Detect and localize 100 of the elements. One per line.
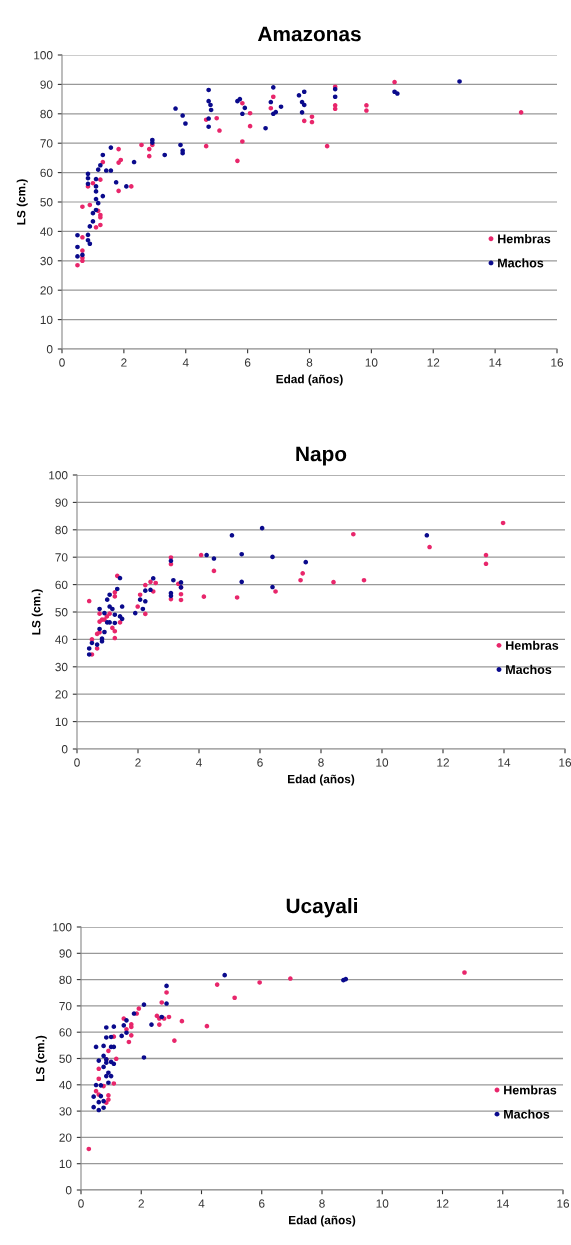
point bbox=[139, 142, 144, 148]
point bbox=[273, 589, 278, 594]
y-tick-label: 0 bbox=[46, 345, 53, 354]
point bbox=[98, 177, 103, 182]
x-tick-label: 6 bbox=[257, 758, 263, 767]
y-tick-label: 50 bbox=[40, 198, 53, 207]
y-tick-label: 100 bbox=[49, 471, 68, 480]
point bbox=[143, 599, 148, 604]
point bbox=[364, 108, 369, 113]
point bbox=[93, 1044, 99, 1050]
point bbox=[87, 202, 93, 208]
point bbox=[239, 551, 244, 557]
point bbox=[136, 1006, 142, 1011]
x-tick-label: 8 bbox=[318, 758, 324, 767]
point bbox=[104, 1025, 109, 1030]
y-tick-label: 50 bbox=[59, 1054, 72, 1063]
point bbox=[217, 128, 222, 133]
y-tick-label: 30 bbox=[40, 256, 53, 266]
point bbox=[166, 1014, 172, 1020]
y-tick-label: 80 bbox=[55, 525, 68, 535]
point bbox=[93, 1088, 99, 1094]
y-tick-label: 30 bbox=[59, 1107, 72, 1116]
point bbox=[271, 94, 276, 100]
x-tick-label: 12 bbox=[437, 758, 449, 767]
point bbox=[234, 595, 240, 600]
x-tick-label: 4 bbox=[198, 1199, 205, 1208]
point bbox=[500, 520, 506, 526]
point bbox=[300, 571, 305, 576]
point bbox=[102, 629, 107, 635]
x-axis-title: Edad (años) bbox=[289, 1215, 356, 1227]
point bbox=[104, 597, 110, 602]
x-tick-label: 10 bbox=[376, 1199, 389, 1208]
x-tick-label: 14 bbox=[498, 758, 511, 767]
y-tick-label: 60 bbox=[59, 1028, 72, 1037]
x-tick-label: 10 bbox=[376, 758, 389, 767]
point bbox=[214, 115, 219, 121]
point bbox=[247, 123, 253, 129]
y-tick-label: 10 bbox=[55, 717, 68, 726]
point bbox=[91, 1094, 96, 1099]
x-tick-label: 4 bbox=[182, 358, 189, 367]
point bbox=[141, 1055, 147, 1060]
legend-label: Hembras bbox=[504, 1085, 557, 1095]
point bbox=[137, 597, 143, 602]
point bbox=[80, 204, 85, 210]
x-tick-label: 8 bbox=[319, 1199, 325, 1208]
point bbox=[232, 995, 237, 1001]
point bbox=[211, 556, 217, 561]
point bbox=[96, 1076, 102, 1082]
x-tick-label: 14 bbox=[489, 358, 502, 367]
point bbox=[157, 1022, 162, 1027]
point bbox=[106, 1093, 111, 1098]
point bbox=[149, 1022, 154, 1027]
point bbox=[198, 552, 204, 558]
y-tick-label: 20 bbox=[59, 1133, 72, 1142]
point bbox=[270, 554, 275, 560]
point bbox=[119, 604, 125, 609]
x-tick-label: 2 bbox=[121, 358, 127, 367]
point bbox=[309, 119, 315, 125]
point bbox=[364, 102, 369, 108]
point bbox=[204, 552, 209, 558]
point bbox=[107, 592, 112, 598]
x-tick-label: 0 bbox=[74, 758, 80, 767]
x-tick-label: 8 bbox=[306, 358, 313, 367]
point bbox=[137, 592, 143, 598]
legend-label: Hembras bbox=[498, 234, 551, 244]
y-axis-title: LS (cm.) bbox=[31, 589, 43, 635]
y-axis-title: LS (cm.) bbox=[35, 1035, 47, 1081]
x-tick-label: 2 bbox=[138, 1199, 144, 1208]
y-tick-label: 80 bbox=[40, 109, 53, 119]
point bbox=[361, 577, 367, 583]
point bbox=[239, 579, 244, 585]
point bbox=[106, 1048, 111, 1054]
point bbox=[178, 591, 184, 597]
y-tick-label: 70 bbox=[59, 1001, 72, 1011]
chart-title: Napo bbox=[296, 446, 347, 466]
point bbox=[116, 146, 121, 152]
point bbox=[204, 1023, 210, 1029]
y-tick-label: 10 bbox=[40, 315, 53, 324]
y-tick-label: 60 bbox=[55, 580, 68, 589]
point bbox=[96, 1058, 102, 1063]
point bbox=[331, 579, 336, 585]
legend-label: Machos bbox=[498, 258, 544, 268]
point bbox=[164, 983, 169, 989]
x-axis-title: Edad (años) bbox=[276, 374, 343, 386]
y-tick-label: 10 bbox=[59, 1159, 72, 1169]
point bbox=[392, 79, 397, 85]
x-tick-label: 0 bbox=[78, 1199, 84, 1208]
point bbox=[91, 1104, 96, 1110]
point bbox=[424, 532, 430, 538]
point bbox=[102, 610, 107, 616]
point bbox=[164, 990, 169, 995]
point bbox=[298, 577, 303, 583]
x-tick-label: 12 bbox=[436, 1199, 449, 1208]
point bbox=[119, 1033, 124, 1039]
point bbox=[98, 222, 103, 228]
y-tick-label: 0 bbox=[65, 1186, 72, 1195]
x-tick-label: 4 bbox=[195, 758, 202, 767]
point bbox=[112, 635, 118, 641]
x-tick-label: 6 bbox=[259, 1199, 265, 1208]
point bbox=[171, 577, 176, 583]
